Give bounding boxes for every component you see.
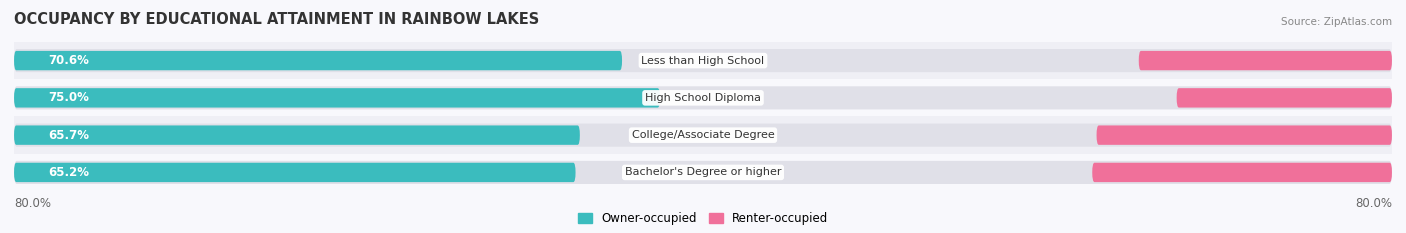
Bar: [14, 116, 1392, 154]
Bar: [14, 42, 1392, 79]
FancyBboxPatch shape: [14, 125, 579, 145]
FancyBboxPatch shape: [14, 88, 659, 108]
Bar: [14, 79, 1392, 116]
FancyBboxPatch shape: [1139, 51, 1392, 70]
Text: Source: ZipAtlas.com: Source: ZipAtlas.com: [1281, 17, 1392, 27]
Text: Less than High School: Less than High School: [641, 56, 765, 65]
Text: High School Diploma: High School Diploma: [645, 93, 761, 103]
FancyBboxPatch shape: [14, 49, 1392, 72]
Text: College/Associate Degree: College/Associate Degree: [631, 130, 775, 140]
Legend: Owner-occupied, Renter-occupied: Owner-occupied, Renter-occupied: [572, 207, 834, 230]
FancyBboxPatch shape: [14, 123, 1392, 147]
Text: 65.7%: 65.7%: [48, 129, 90, 142]
Text: 80.0%: 80.0%: [1355, 197, 1392, 210]
FancyBboxPatch shape: [1097, 125, 1392, 145]
Text: Bachelor's Degree or higher: Bachelor's Degree or higher: [624, 168, 782, 177]
Text: 65.2%: 65.2%: [48, 166, 90, 179]
FancyBboxPatch shape: [14, 86, 1392, 110]
FancyBboxPatch shape: [14, 163, 575, 182]
Text: 70.6%: 70.6%: [48, 54, 90, 67]
FancyBboxPatch shape: [1092, 163, 1392, 182]
FancyBboxPatch shape: [14, 161, 1392, 184]
Text: 80.0%: 80.0%: [14, 197, 51, 210]
Bar: [14, 154, 1392, 191]
FancyBboxPatch shape: [14, 51, 621, 70]
Text: OCCUPANCY BY EDUCATIONAL ATTAINMENT IN RAINBOW LAKES: OCCUPANCY BY EDUCATIONAL ATTAINMENT IN R…: [14, 12, 540, 27]
Text: 75.0%: 75.0%: [48, 91, 90, 104]
FancyBboxPatch shape: [1177, 88, 1392, 108]
